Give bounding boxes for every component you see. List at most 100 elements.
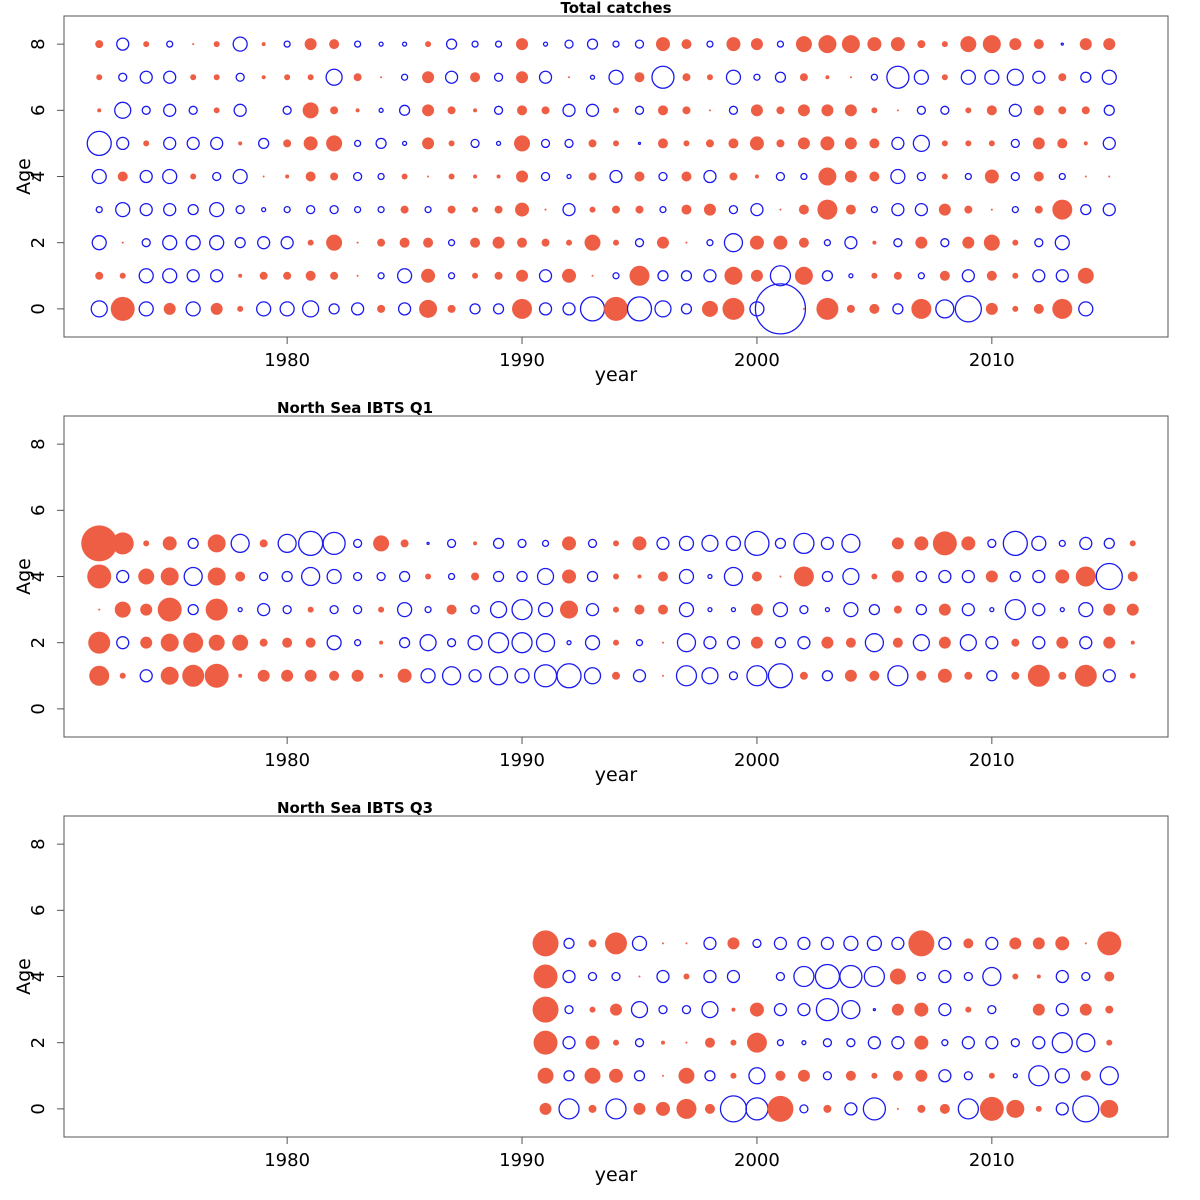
bubble-negative — [232, 36, 248, 52]
bubble-negative — [1054, 1068, 1070, 1084]
bubble-positive — [846, 304, 855, 313]
bubble-positive — [661, 641, 664, 644]
bubble-negative — [398, 570, 411, 583]
bubble-positive — [516, 71, 529, 84]
bubble-positive — [238, 673, 243, 678]
bubble-positive — [613, 1039, 619, 1046]
bubble-positive — [182, 664, 205, 687]
bubble-positive — [588, 139, 597, 148]
bubble-negative — [118, 72, 128, 82]
bubble-negative — [1006, 68, 1024, 86]
bubble-negative — [517, 538, 527, 549]
bubble-positive — [400, 205, 409, 214]
bubble-negative — [635, 639, 644, 647]
bubble-positive — [750, 38, 763, 51]
bubble-positive — [305, 270, 316, 281]
bubble-positive — [378, 606, 385, 613]
bubble-positive — [1097, 931, 1122, 956]
bubble-positive — [205, 598, 228, 621]
bubble-negative — [563, 937, 575, 950]
bubble-negative — [297, 530, 324, 557]
bubble-negative — [468, 669, 482, 683]
bubble-positive — [986, 105, 997, 116]
bubble-positive — [1011, 671, 1020, 680]
y-tick-label: 4 — [28, 971, 49, 982]
bubble-positive — [1055, 936, 1070, 951]
bubble-negative — [261, 206, 267, 213]
bubble-positive — [516, 38, 529, 51]
bubble-negative — [564, 39, 574, 49]
bubble-positive — [88, 631, 111, 654]
bubble-negative — [987, 1004, 997, 1015]
bubble-positive — [353, 73, 362, 82]
bubble-positive — [891, 1003, 904, 1016]
bubble-negative — [626, 296, 653, 322]
bubble-positive — [661, 1074, 664, 1077]
bubble-negative — [535, 633, 556, 653]
bubble-negative — [745, 1097, 769, 1121]
bubble-negative — [678, 535, 695, 552]
x-tick-label: 2000 — [734, 750, 780, 771]
bubble-positive — [304, 669, 317, 682]
bubble-positive — [845, 637, 856, 648]
bubble-negative — [1055, 269, 1069, 283]
bubble-negative — [467, 635, 483, 651]
bubble-positive — [612, 671, 620, 680]
bubble-positive — [941, 173, 948, 180]
bubble-negative — [233, 103, 247, 117]
bubble-positive — [1009, 937, 1022, 950]
bubble-negative — [775, 971, 786, 982]
bubble-positive — [283, 139, 292, 148]
bubble-positive — [609, 1068, 623, 1083]
bubble-negative — [964, 172, 972, 181]
bubble-negative — [259, 571, 269, 582]
bubble-negative — [305, 204, 316, 215]
bubble-positive — [911, 298, 932, 319]
bubble-negative — [678, 601, 695, 618]
bubble-positive — [1079, 1003, 1092, 1016]
bubble-negative — [185, 235, 201, 251]
bubble-positive — [544, 208, 547, 211]
bubble-positive — [661, 674, 664, 677]
bubble-negative — [1099, 1066, 1119, 1086]
bubble-positive — [754, 174, 759, 179]
bubble-negative — [353, 205, 362, 214]
y-tick-label: 0 — [28, 303, 49, 314]
bubble-negative — [139, 169, 153, 184]
bubble-positive — [356, 274, 359, 277]
bubble-positive — [1077, 267, 1094, 284]
bubble-positive — [140, 603, 153, 616]
bubble-positive — [965, 1006, 972, 1013]
bubble-negative — [187, 537, 199, 550]
bubble-positive — [401, 173, 408, 180]
bubble-positive — [190, 74, 197, 81]
bubble-positive — [355, 108, 360, 113]
bubble-negative — [352, 571, 363, 582]
bubble-negative — [821, 670, 834, 682]
bubble-positive — [516, 170, 529, 183]
bubble-positive — [704, 1037, 715, 1048]
bubble-positive — [705, 139, 714, 148]
bubble-negative — [257, 602, 271, 617]
bubble-positive — [941, 140, 948, 147]
bubble-negative — [326, 635, 342, 651]
bubble-positive — [163, 302, 176, 315]
bubble-positive — [329, 39, 340, 50]
bubble-negative — [328, 303, 340, 315]
bubble-negative — [488, 666, 509, 686]
bubble-positive — [799, 671, 808, 680]
x-axis-label: year — [595, 1164, 638, 1186]
bubble-positive — [1129, 672, 1136, 679]
bubble-positive — [1130, 640, 1135, 645]
bubble-negative — [633, 1070, 646, 1082]
bubble-negative — [538, 70, 553, 84]
bubble-positive — [726, 37, 741, 52]
bubble-positive — [869, 670, 880, 681]
bubble-positive — [938, 636, 951, 649]
bubble-negative — [612, 40, 620, 48]
bubble-negative — [138, 268, 154, 284]
bubble-positive — [304, 38, 317, 51]
bubble-positive — [683, 973, 690, 980]
bubble-positive — [303, 136, 318, 151]
bubble-positive — [210, 302, 223, 315]
